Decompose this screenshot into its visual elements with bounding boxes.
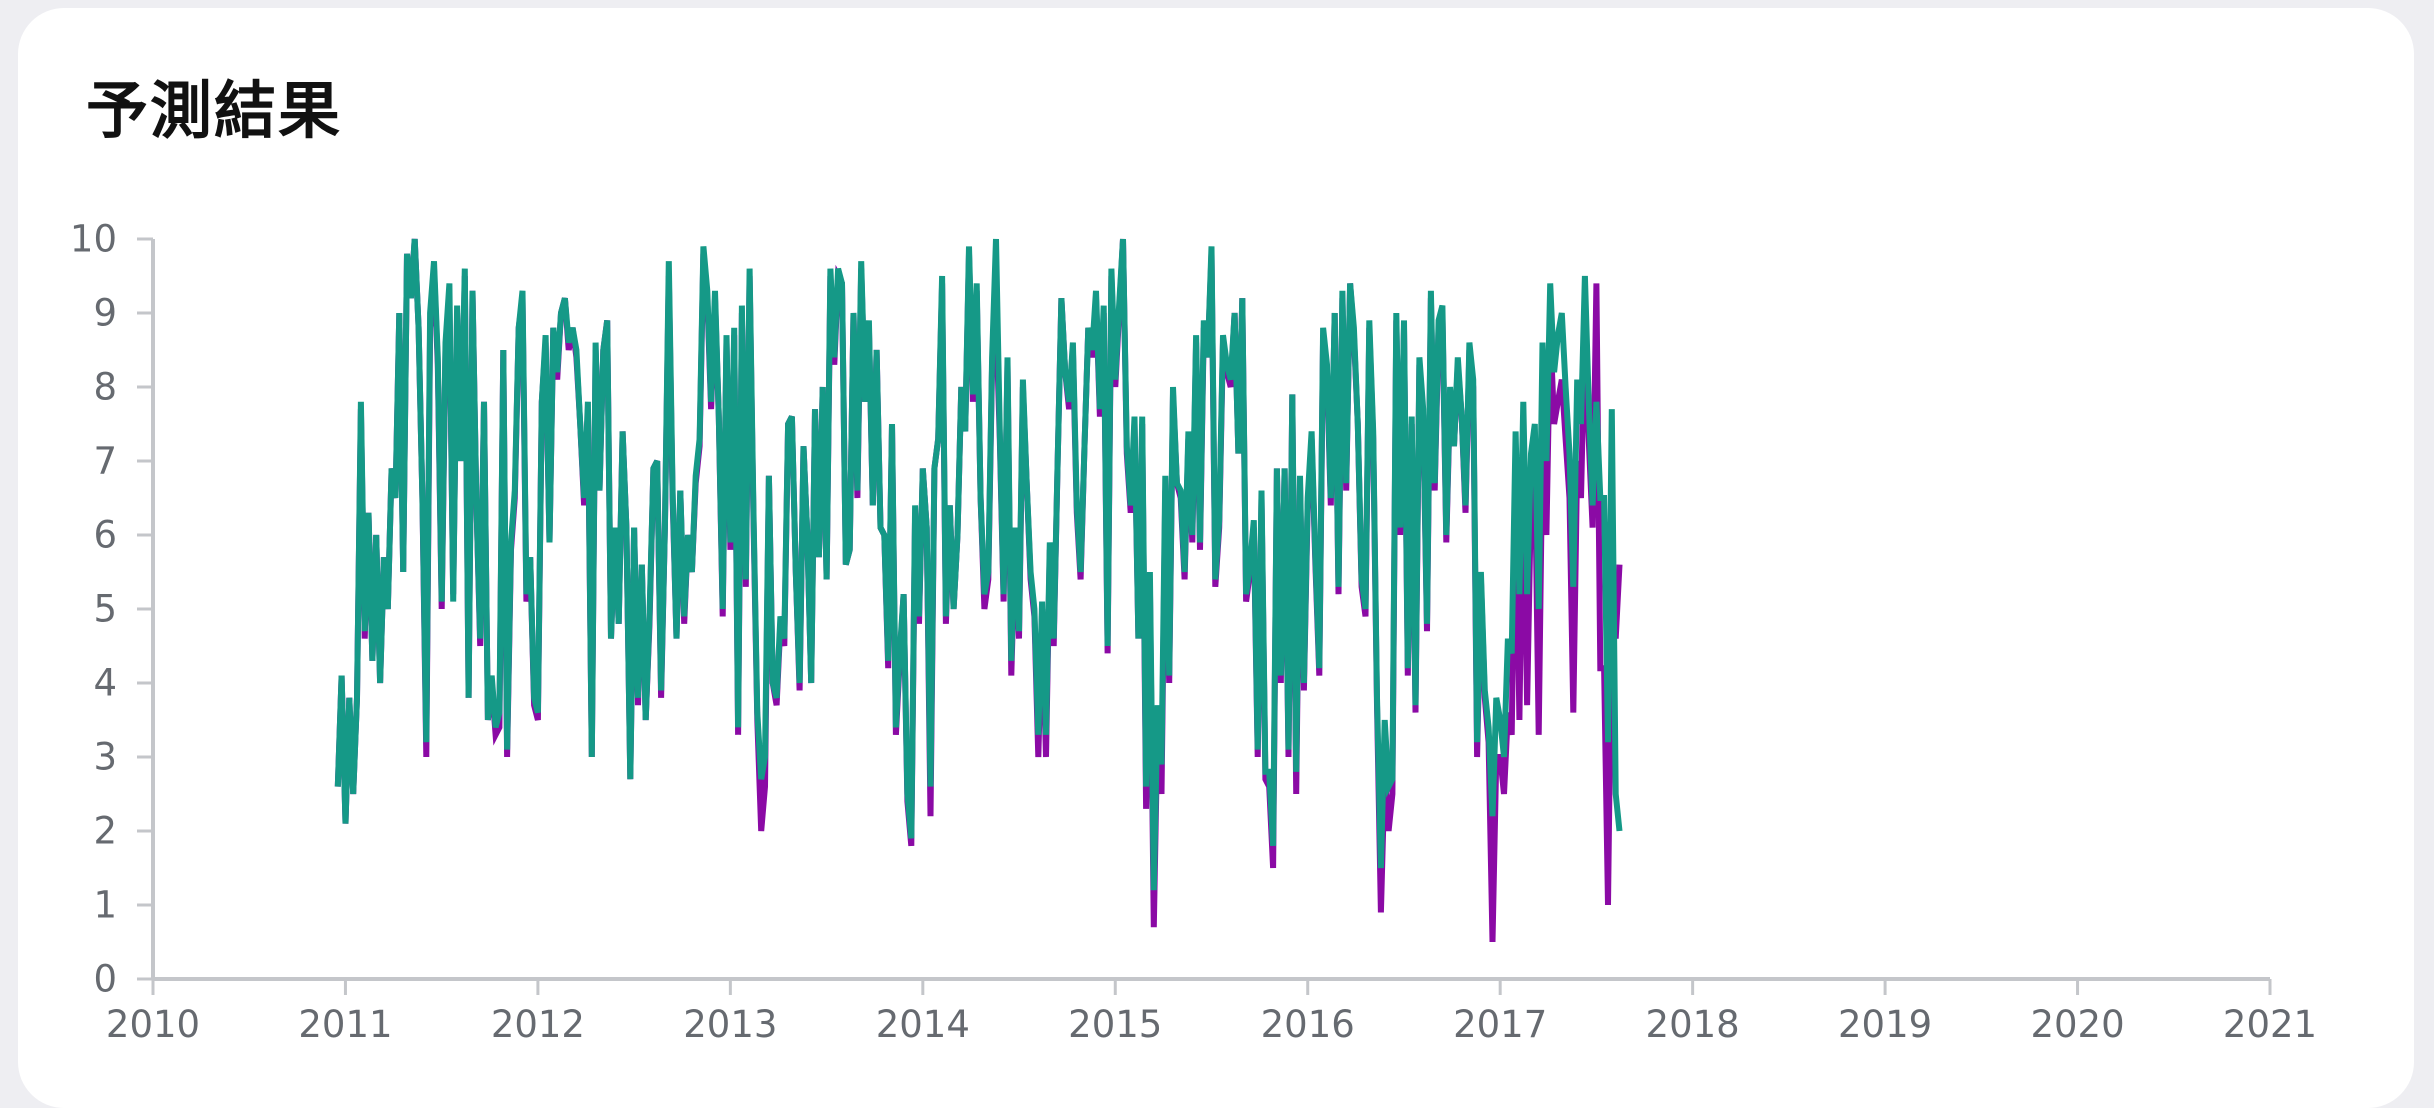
x-tick-label: 2015 — [1068, 1003, 1162, 1046]
y-tick-label: 1 — [93, 884, 117, 927]
x-tick-label: 2019 — [1838, 1003, 1932, 1046]
y-tick-label: 3 — [93, 736, 117, 779]
y-tick-label: 9 — [93, 292, 117, 335]
chart-series — [334, 238, 1623, 943]
x-tick-label: 2016 — [1261, 1003, 1355, 1046]
x-tick-label: 2013 — [683, 1003, 777, 1046]
y-tick-label: 2 — [93, 810, 117, 853]
x-tick-label: 2012 — [491, 1003, 585, 1046]
x-tick-label: 2014 — [876, 1003, 970, 1046]
x-tick-label: 2017 — [1453, 1003, 1547, 1046]
x-tick-label: 2021 — [2223, 1003, 2317, 1046]
y-tick-label: 6 — [93, 514, 117, 557]
x-tick-label: 2020 — [2030, 1003, 2124, 1046]
y-tick-label: 8 — [93, 366, 117, 409]
x-tick-label: 2018 — [1646, 1003, 1740, 1046]
y-tick-label: 10 — [70, 218, 117, 261]
y-tick-label: 0 — [93, 958, 117, 1001]
x-tick-label: 2011 — [298, 1003, 392, 1046]
y-tick-label: 4 — [93, 662, 117, 705]
card-title: 予測結果 — [86, 74, 343, 147]
y-tick-label: 5 — [93, 588, 117, 631]
chart-axes: 0 1 2 3 4 5 6 7 8 9 10 2010 2011 2012 2013 2014 2015 2016… — [70, 218, 2317, 1047]
y-tick-label: 7 — [93, 440, 117, 483]
line-chart: 0 1 2 3 4 5 6 7 8 9 10 2010 2011 2012 2013 2014 2015 2016… — [70, 218, 2317, 1047]
series-line-1 — [334, 238, 1623, 891]
x-tick-label: 2010 — [106, 1003, 200, 1046]
